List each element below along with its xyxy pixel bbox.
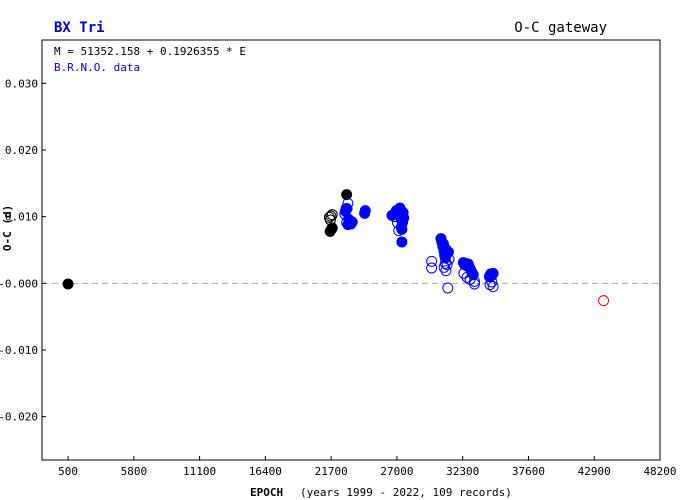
site-name-label: O-C gateway (514, 20, 607, 36)
data-point-open (486, 276, 498, 288)
x-tick-label: 48200 (643, 465, 676, 478)
y-tick-label: 0.030 (5, 77, 38, 90)
data-point-open (426, 255, 438, 267)
y-axis-label: O-C (d) (1, 205, 14, 251)
data-point-filled (326, 222, 338, 234)
data-point-filled (396, 236, 408, 248)
data-point-open (388, 211, 400, 223)
data-point-open (443, 253, 455, 265)
data-point-open (325, 210, 337, 222)
x-axis-note: (years 1999 - 2022, 109 records) (300, 486, 512, 499)
x-tick-label: 11100 (183, 465, 216, 478)
data-point-open (326, 209, 338, 221)
data-point-filled (341, 203, 353, 215)
data-point-open (458, 267, 470, 279)
data-point-open (484, 279, 496, 291)
y-tick-label: -0.000 (0, 277, 38, 290)
x-axis-label: EPOCH (250, 486, 283, 499)
x-tick-label: 16400 (249, 465, 282, 478)
x-tick-label: 21700 (315, 465, 348, 478)
data-point-filled (487, 267, 499, 279)
x-tick-label: 500 (58, 465, 78, 478)
data-point-open (487, 281, 499, 293)
data-point-open (442, 282, 454, 294)
data-point-open (393, 225, 405, 237)
data-point-filled (341, 189, 353, 201)
x-tick-label: 32300 (446, 465, 479, 478)
star-name-title: BX Tri (54, 20, 105, 36)
data-point-open (439, 257, 451, 269)
data-point-open (441, 259, 453, 271)
y-tick-label: -0.020 (0, 411, 38, 424)
data-points (62, 189, 610, 307)
y-tick-label: -0.010 (0, 344, 38, 357)
data-point-filled (359, 205, 371, 217)
data-point-filled (346, 216, 358, 228)
x-tick-label: 37600 (512, 465, 545, 478)
data-point-open (598, 295, 610, 307)
x-tick-label: 5800 (121, 465, 148, 478)
data-point-open (426, 262, 438, 274)
x-axis: 500 5800 11100 16400 21700 27000 32300 37600 429… (58, 456, 677, 478)
data-source-label: B.R.N.O. data (54, 61, 140, 74)
plot-frame (41, 39, 661, 461)
data-point-open (395, 221, 407, 233)
y-axis: 0.030 0.020 0.010 -0.000 -0.010 -0.020 (0, 77, 46, 424)
data-point-filled (62, 278, 74, 290)
x-tick-label: 27000 (380, 465, 413, 478)
ephemeris-label: M = 51352.158 + 0.1926355 * E (54, 45, 246, 58)
y-tick-label: 0.020 (5, 144, 38, 157)
data-point-open (468, 275, 480, 287)
y-tick-label: 0.010 (5, 211, 38, 224)
x-tick-label: 42900 (578, 465, 611, 478)
data-point-open (440, 265, 452, 277)
data-point-open (324, 214, 336, 226)
data-point-open (468, 278, 480, 290)
